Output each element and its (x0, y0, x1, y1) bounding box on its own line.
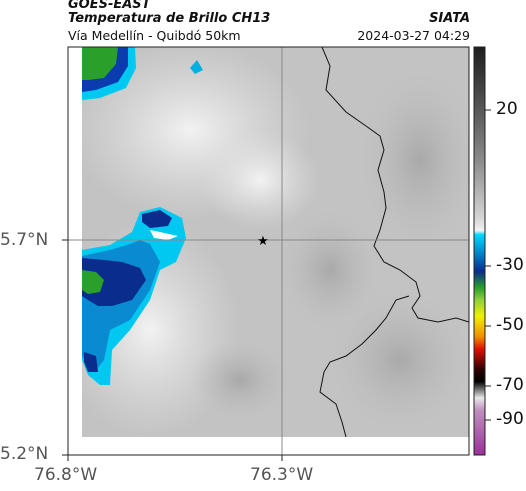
region-label: Vía Medellín - Quibdó 50km (68, 28, 241, 43)
map-frame (67, 46, 470, 456)
map-panel[interactable]: ★ (60, 40, 480, 461)
colorbar-label-minus90: -90 (496, 409, 524, 429)
product-title: Temperatura de Brillo CH13 (68, 11, 271, 26)
lat-lon-grid (68, 47, 469, 455)
organization-label: SIATA (429, 11, 470, 26)
lat-label-north: 5.7°N (0, 230, 49, 250)
colorbar-label-minus70: -70 (496, 375, 524, 395)
cold-cloud-northwest (82, 47, 203, 100)
cold-cloud-west (82, 207, 186, 385)
colorbar (473, 46, 491, 456)
colorbar-label-minus50: -50 (496, 315, 524, 335)
lon-label-east: 76.3°W (250, 465, 314, 485)
admin-borders (319, 47, 469, 437)
lat-label-south: 5.2°N (0, 444, 49, 464)
lon-label-west: 76.8°W (34, 465, 98, 485)
map-ticks (62, 239, 283, 461)
location-star-marker: ★ (257, 234, 269, 249)
colorbar-label-20: 20 (496, 99, 518, 119)
timestamp-label: 2024-03-27 04:29 (357, 28, 470, 43)
satellite-title: GOES-EAST (68, 0, 151, 12)
cloud-field (82, 47, 469, 437)
colorbar-label-minus30: -30 (496, 255, 524, 275)
